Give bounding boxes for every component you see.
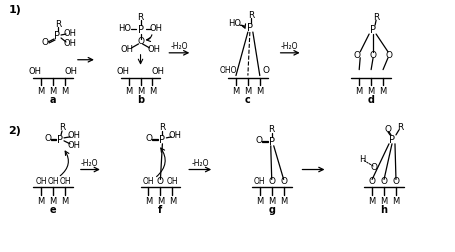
Text: g: g — [268, 205, 275, 215]
Text: O: O — [146, 134, 152, 143]
Text: M: M — [367, 87, 374, 96]
Text: M: M — [157, 197, 164, 206]
Text: e: e — [50, 205, 56, 215]
Text: OH: OH — [63, 28, 76, 38]
Text: M: M — [145, 197, 152, 206]
Text: HO: HO — [118, 24, 131, 33]
Text: P: P — [159, 135, 165, 145]
Text: O: O — [368, 177, 375, 186]
Text: R: R — [59, 123, 65, 133]
Text: M: M — [244, 87, 251, 96]
Text: OH: OH — [142, 177, 154, 186]
Text: M: M — [256, 87, 263, 96]
Text: P: P — [369, 25, 375, 35]
Text: OH: OH — [35, 177, 47, 186]
Text: O: O — [45, 134, 51, 143]
Text: M: M — [136, 87, 144, 96]
Text: O: O — [353, 51, 360, 60]
Text: M: M — [232, 87, 239, 96]
Text: R: R — [396, 123, 402, 133]
Text: R: R — [137, 13, 143, 22]
Text: M: M — [368, 197, 375, 206]
Text: R: R — [372, 13, 379, 22]
Text: M: M — [355, 87, 362, 96]
Text: OH: OH — [150, 24, 162, 33]
Text: -H₂O: -H₂O — [170, 42, 187, 51]
Text: O: O — [255, 136, 262, 145]
Text: O: O — [279, 177, 287, 186]
Text: O: O — [41, 38, 49, 47]
Text: a: a — [50, 95, 56, 105]
Text: P: P — [54, 31, 60, 41]
Text: d: d — [367, 95, 374, 105]
Text: M: M — [268, 197, 275, 206]
Text: OH: OH — [64, 67, 77, 76]
Text: OH: OH — [152, 67, 165, 76]
Text: O: O — [137, 38, 144, 46]
Text: OH: OH — [166, 177, 178, 186]
Text: O: O — [384, 125, 391, 135]
Text: 1): 1) — [8, 5, 21, 15]
Text: O: O — [268, 177, 275, 186]
Text: P: P — [137, 25, 143, 35]
Text: 2): 2) — [8, 126, 21, 136]
Text: O: O — [370, 163, 377, 172]
Text: R: R — [268, 125, 274, 135]
Text: M: M — [61, 197, 68, 206]
Text: OH: OH — [120, 45, 133, 54]
Text: M: M — [61, 87, 68, 96]
Text: O: O — [157, 177, 163, 186]
Text: H: H — [358, 155, 364, 164]
Text: M: M — [125, 87, 132, 96]
Text: M: M — [379, 197, 387, 206]
Text: P: P — [57, 135, 63, 145]
Text: OHO: OHO — [219, 66, 236, 75]
Text: c: c — [244, 95, 250, 105]
Text: OH: OH — [59, 177, 71, 186]
Text: P: P — [268, 137, 274, 147]
Text: OH: OH — [63, 39, 76, 48]
Text: R: R — [247, 11, 253, 20]
Text: R: R — [55, 20, 61, 29]
Text: M: M — [37, 87, 45, 96]
Text: M: M — [256, 197, 263, 206]
Text: -H₂O: -H₂O — [81, 159, 98, 168]
Text: OH: OH — [147, 45, 161, 54]
Text: OH: OH — [67, 141, 80, 150]
Text: O: O — [369, 51, 376, 60]
Text: -H₂O: -H₂O — [191, 159, 208, 168]
Text: f: f — [158, 205, 162, 215]
Text: OH: OH — [253, 177, 265, 186]
Text: OH: OH — [116, 67, 129, 76]
Text: O: O — [384, 51, 392, 60]
Text: -H₂O: -H₂O — [280, 42, 298, 51]
Text: HO: HO — [228, 19, 241, 28]
Text: M: M — [168, 197, 176, 206]
Text: OH: OH — [67, 131, 80, 140]
Text: O: O — [380, 177, 387, 186]
Text: M: M — [49, 197, 56, 206]
Text: OH: OH — [29, 67, 41, 76]
Text: M: M — [379, 87, 386, 96]
Text: M: M — [37, 197, 45, 206]
Text: b: b — [136, 95, 144, 105]
Text: h: h — [380, 205, 387, 215]
Text: M: M — [49, 87, 56, 96]
Text: M: M — [279, 197, 287, 206]
Text: R: R — [159, 123, 165, 133]
Text: OH: OH — [47, 177, 59, 186]
Text: M: M — [148, 87, 156, 96]
Text: P: P — [388, 135, 394, 145]
Text: OH: OH — [168, 131, 182, 140]
Text: O: O — [392, 177, 399, 186]
Text: M: M — [391, 197, 399, 206]
Text: P: P — [246, 23, 253, 33]
Text: O: O — [262, 66, 269, 75]
